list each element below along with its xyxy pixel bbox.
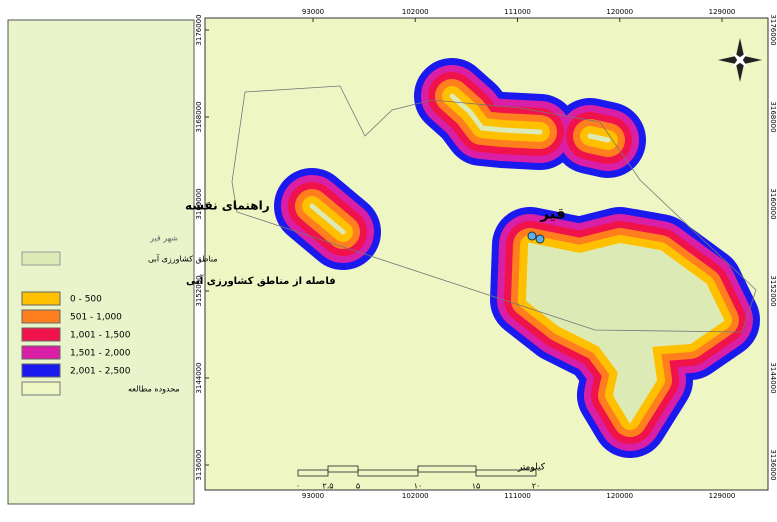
scale-segment (417, 465, 477, 473)
y-tick-label: 3160000 (769, 188, 777, 219)
scale-label: ۲،۵ (322, 482, 333, 491)
irrigated-area (309, 203, 346, 235)
class-label: 1,001 - 1,500 (70, 331, 131, 341)
y-tick-label: 3176000 (769, 14, 777, 45)
x-tick-label: 93000 (302, 8, 324, 16)
scale-label: ۱۵ (472, 482, 481, 491)
city-symbol (527, 231, 545, 244)
scale-segment (475, 469, 537, 477)
x-tick-label: 129000 (709, 8, 736, 16)
y-tick-label: 3168000 (769, 101, 777, 132)
y-tick-label: 3144000 (769, 362, 777, 393)
class-swatch (21, 363, 61, 378)
legend-irrigated: مناطق کشاورزی آبی (148, 254, 218, 264)
x-tick-label: 111000 (504, 492, 531, 500)
irrigated-area (449, 93, 543, 135)
x-tick-label: 93000 (302, 492, 324, 500)
north-arrow (718, 38, 762, 82)
scale-segment (357, 469, 419, 477)
scale-segment (327, 465, 359, 473)
scale-label: ۲۰ (532, 482, 541, 491)
class-swatch (21, 291, 61, 306)
scale-segment (297, 469, 329, 477)
y-tick-label: 3144000 (195, 362, 203, 393)
y-tick-label: 3136000 (195, 449, 203, 480)
x-tick-label: 120000 (606, 492, 633, 500)
legend-title: راهنمای نقشه (185, 199, 270, 213)
buffer-zones (274, 58, 760, 458)
class-label: 2,001 - 2,500 (70, 367, 131, 377)
study-boundary (231, 85, 757, 333)
x-tick-label: 102000 (402, 492, 429, 500)
class-label: 501 - 1,000 (70, 313, 122, 323)
scale-label: ۱۰ (414, 482, 423, 491)
x-tick-label: 129000 (709, 492, 736, 500)
city-label: قیر (539, 205, 565, 223)
class-swatch (21, 309, 61, 324)
scale-label: ۵ (356, 482, 360, 491)
irrigated-swatch (21, 251, 61, 266)
legend-study-area: محدوده مطالعه (128, 385, 180, 394)
class-label: 1,501 - 2,000 (70, 349, 131, 359)
legend-distance-title: فاصله از مناطق کشاورزی آبی (186, 274, 336, 287)
x-tick-label: 111000 (504, 8, 531, 16)
irrigated-area (587, 133, 611, 143)
legend-city: شهر قیر (149, 234, 178, 243)
class-swatch (21, 327, 61, 342)
class-swatch (21, 345, 61, 360)
x-tick-label: 120000 (606, 8, 633, 16)
y-tick-label: 3152000 (769, 275, 777, 306)
scale-label: ۰ (296, 482, 300, 491)
irrigated-area (525, 242, 725, 424)
y-tick-label: 3176000 (195, 14, 203, 45)
scale-unit: کیلومتر (517, 463, 546, 473)
study-swatch (21, 381, 61, 396)
y-tick-label: 3136000 (769, 449, 777, 480)
x-tick-label: 102000 (402, 8, 429, 16)
y-tick-label: 3152000 (195, 275, 203, 306)
class-label: 0 - 500 (70, 295, 102, 305)
y-tick-label: 3168000 (195, 101, 203, 132)
y-tick-label: 3160000 (195, 188, 203, 219)
